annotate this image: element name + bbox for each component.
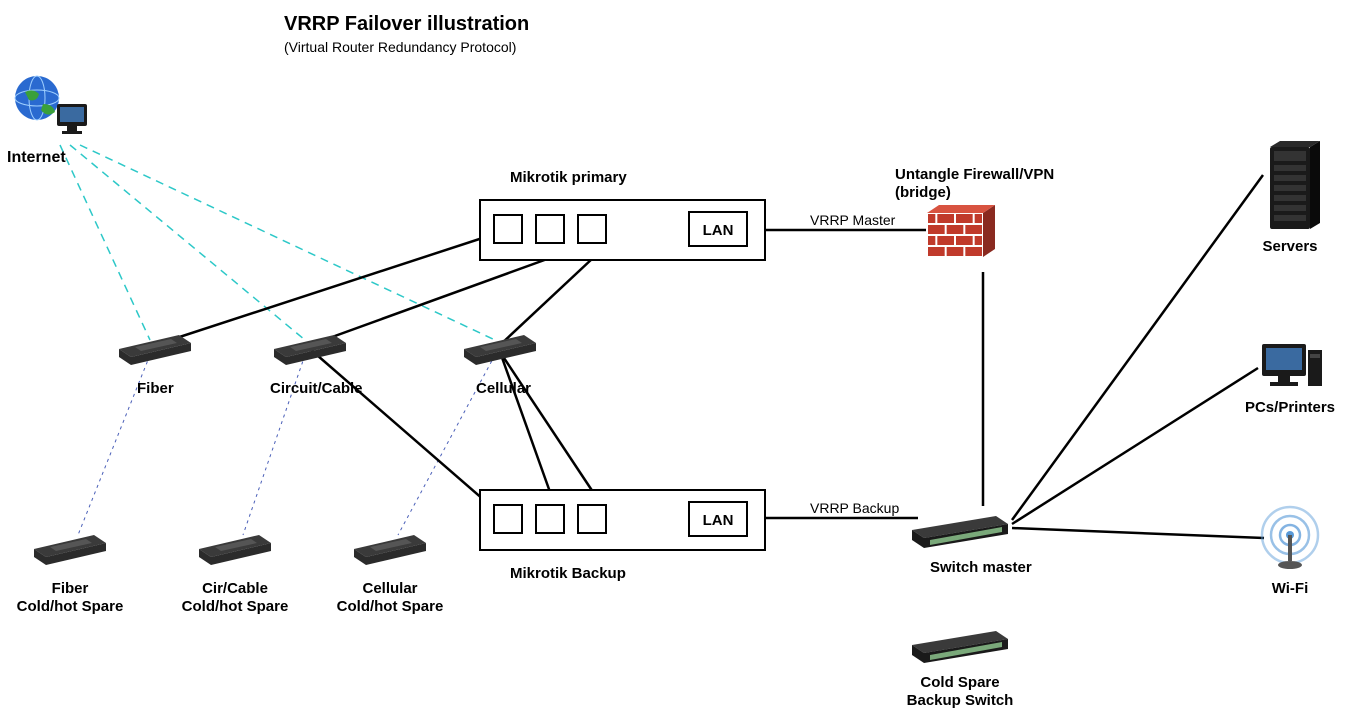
cellular-spare-label-1: Cellular bbox=[362, 580, 417, 597]
diagram-subtitle: (Virtual Router Redundancy Protocol) bbox=[284, 39, 516, 55]
vrrp-master-label: VRRP Master bbox=[810, 212, 896, 228]
diagram-title: VRRP Failover illustration bbox=[284, 13, 529, 35]
cellular-spare-label-2: Cold/hot Spare bbox=[337, 598, 444, 615]
pcs-label: PCs/Printers bbox=[1245, 399, 1335, 416]
circuit-label: Circuit/Cable bbox=[270, 380, 363, 397]
fiber-spare-label-1: Fiber bbox=[52, 580, 89, 597]
fiber-spare-label-2: Cold/hot Spare bbox=[17, 598, 124, 615]
servers-label: Servers bbox=[1262, 238, 1317, 255]
lan-port-label: LAN bbox=[703, 222, 734, 239]
lan-port-label: LAN bbox=[703, 512, 734, 529]
firewall-label-1: Untangle Firewall/VPN bbox=[895, 166, 1054, 183]
vrrp-backup-label: VRRP Backup bbox=[810, 500, 899, 516]
cellular-label: Cellular bbox=[476, 380, 531, 397]
firewall-label-2: (bridge) bbox=[895, 184, 951, 201]
switch-spare-label-1: Cold Spare bbox=[920, 674, 999, 691]
internet-label: Internet bbox=[7, 149, 66, 166]
switch-master-label: Switch master bbox=[930, 559, 1032, 576]
fiber-label: Fiber bbox=[137, 380, 174, 397]
mikrotik-primary-label: Mikrotik primary bbox=[510, 169, 627, 186]
switch-spare-label-2: Backup Switch bbox=[907, 692, 1014, 709]
servers-icon bbox=[1270, 141, 1320, 229]
circuit-spare-label-1: Cir/Cable bbox=[202, 580, 268, 597]
firewall-icon bbox=[927, 205, 995, 257]
mikrotik-backup-label: Mikrotik Backup bbox=[510, 565, 626, 582]
wifi-label: Wi-Fi bbox=[1272, 580, 1309, 597]
circuit-spare-label-2: Cold/hot Spare bbox=[182, 598, 289, 615]
